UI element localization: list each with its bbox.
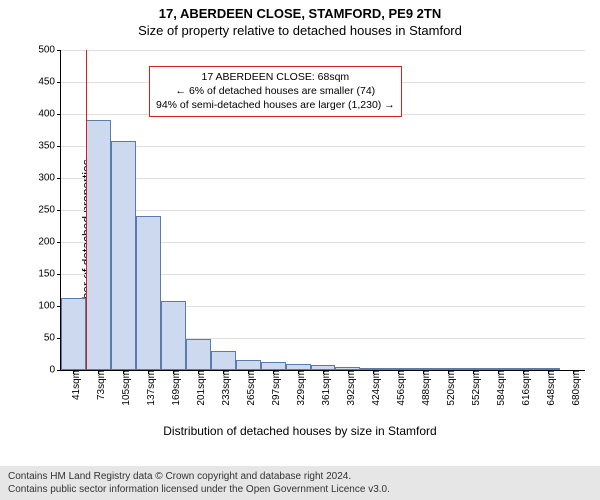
x-tick-label: 488sqm — [419, 370, 432, 406]
x-tick-label: 584sqm — [494, 370, 507, 406]
x-tick-label: 552sqm — [469, 370, 482, 406]
y-tick-label: 150 — [38, 269, 61, 280]
x-tick-label: 233sqm — [219, 370, 232, 406]
grid-line — [61, 210, 585, 211]
marker-line — [86, 50, 87, 370]
y-tick-label: 500 — [38, 45, 61, 56]
x-tick-label: 329sqm — [294, 370, 307, 406]
x-tick-label: 169sqm — [169, 370, 182, 406]
footer-line-1: Contains HM Land Registry data © Crown c… — [8, 470, 592, 483]
histogram-bar — [211, 351, 236, 370]
y-tick-label: 50 — [44, 333, 61, 344]
page-subtitle: Size of property relative to detached ho… — [0, 21, 600, 38]
grid-line — [61, 146, 585, 147]
histogram-bar — [111, 141, 136, 370]
histogram-bar — [186, 339, 211, 370]
x-tick-label: 361sqm — [319, 370, 332, 406]
x-tick-label: 105sqm — [119, 370, 132, 406]
annotation-box: 17 ABERDEEN CLOSE: 68sqm ← 6% of detache… — [149, 66, 402, 117]
y-tick-label: 450 — [38, 77, 61, 88]
x-tick-label: 392sqm — [344, 370, 357, 406]
x-tick-label: 456sqm — [394, 370, 407, 406]
histogram-bar — [236, 360, 261, 370]
x-tick-label: 265sqm — [244, 370, 257, 406]
x-axis-label: Distribution of detached houses by size … — [0, 424, 600, 438]
y-tick-label: 400 — [38, 109, 61, 120]
histogram-bar — [86, 120, 111, 370]
y-tick-label: 0 — [49, 365, 61, 376]
footer: Contains HM Land Registry data © Crown c… — [0, 466, 600, 500]
annotation-line-3: 94% of semi-detached houses are larger (… — [156, 98, 395, 112]
footer-line-2: Contains public sector information licen… — [8, 483, 592, 496]
x-tick-label: 73sqm — [94, 370, 107, 400]
x-tick-label: 520sqm — [444, 370, 457, 406]
x-tick-label: 201sqm — [194, 370, 207, 406]
x-tick-label: 648sqm — [544, 370, 557, 406]
histogram-bar — [161, 301, 186, 370]
grid-line — [61, 178, 585, 179]
histogram-bar — [61, 298, 86, 370]
grid-line — [61, 50, 585, 51]
y-tick-label: 300 — [38, 173, 61, 184]
x-tick-label: 297sqm — [269, 370, 282, 406]
x-tick-label: 616sqm — [519, 370, 532, 406]
y-tick-label: 350 — [38, 141, 61, 152]
page-title: 17, ABERDEEN CLOSE, STAMFORD, PE9 2TN — [0, 0, 600, 21]
histogram-plot: 05010015020025030035040045050041sqm73sqm… — [60, 50, 585, 371]
histogram-bar — [261, 362, 286, 370]
y-tick-label: 250 — [38, 205, 61, 216]
annotation-line-2: ← 6% of detached houses are smaller (74) — [156, 84, 395, 98]
chart-area: Number of detached properties 0501001502… — [0, 42, 600, 442]
annotation-line-1: 17 ABERDEEN CLOSE: 68sqm — [156, 70, 395, 84]
x-tick-label: 424sqm — [369, 370, 382, 406]
y-tick-label: 200 — [38, 237, 61, 248]
x-tick-label: 137sqm — [144, 370, 157, 406]
x-tick-label: 680sqm — [569, 370, 582, 406]
histogram-bar — [136, 216, 161, 370]
y-tick-label: 100 — [38, 301, 61, 312]
x-tick-label: 41sqm — [69, 370, 82, 400]
